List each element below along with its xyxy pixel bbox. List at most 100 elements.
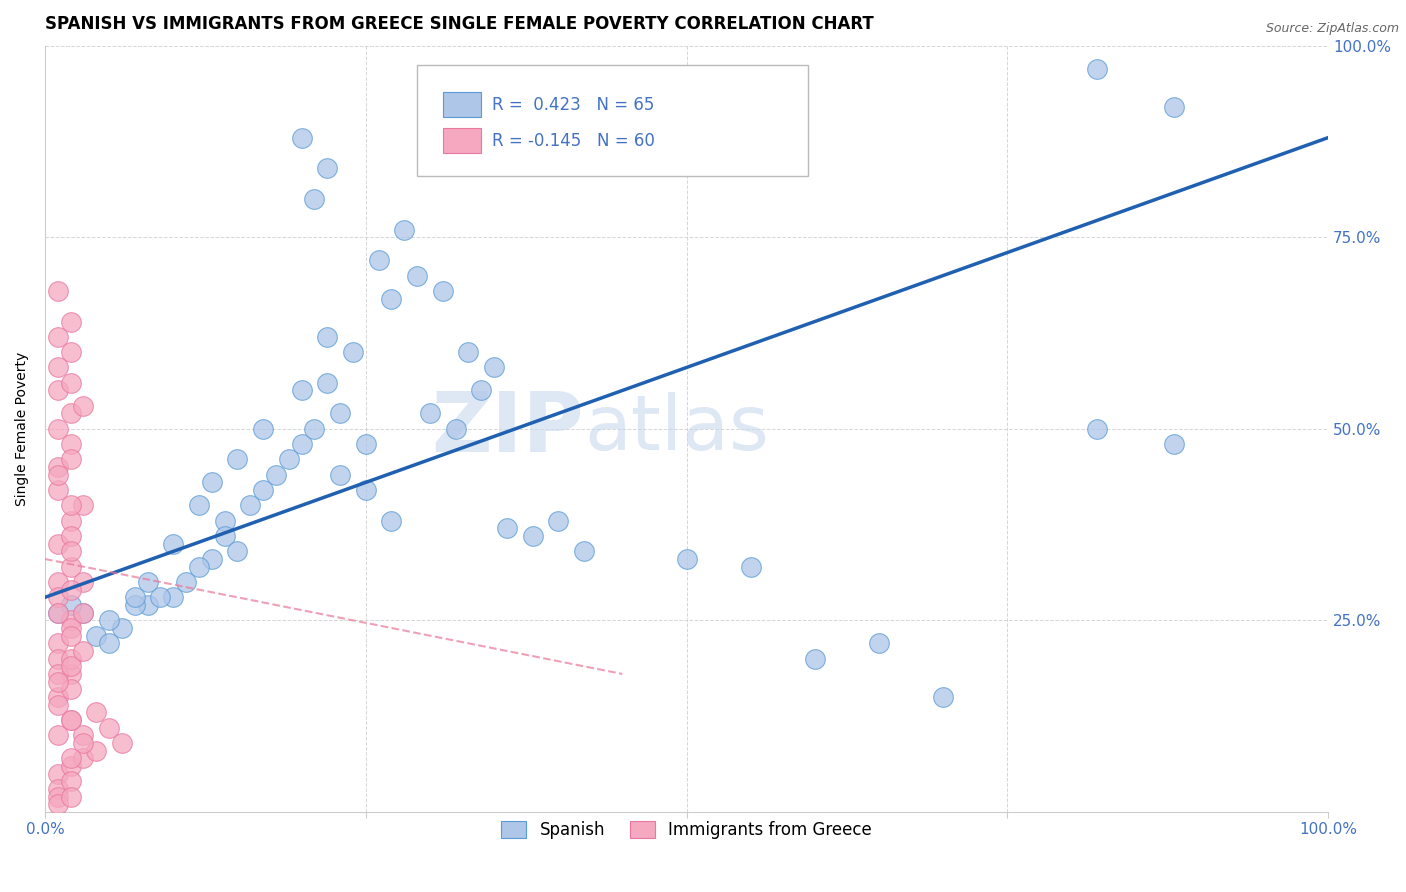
Point	[394, 222, 416, 236]
Point	[214, 529, 236, 543]
Point	[59, 759, 82, 773]
Point	[59, 651, 82, 665]
Point	[46, 330, 69, 344]
Point	[72, 736, 94, 750]
Y-axis label: Single Female Poverty: Single Female Poverty	[15, 351, 30, 506]
Point	[214, 514, 236, 528]
Point	[59, 582, 82, 597]
Point	[46, 606, 69, 620]
Point	[1085, 62, 1108, 76]
Point	[174, 574, 197, 589]
Point	[46, 422, 69, 436]
Point	[59, 751, 82, 765]
Point	[252, 483, 274, 497]
Point	[291, 437, 314, 451]
Point	[72, 399, 94, 413]
Point	[46, 467, 69, 482]
Point	[522, 529, 544, 543]
Point	[59, 314, 82, 328]
FancyBboxPatch shape	[443, 93, 481, 117]
Point	[59, 437, 82, 451]
Point	[291, 130, 314, 145]
Point	[46, 606, 69, 620]
Point	[162, 537, 184, 551]
Point	[496, 521, 519, 535]
Point	[1163, 100, 1185, 114]
Point	[46, 698, 69, 712]
Point	[457, 345, 479, 359]
Point	[59, 529, 82, 543]
Point	[572, 544, 595, 558]
Point	[342, 345, 364, 359]
Point	[547, 514, 569, 528]
Point	[59, 559, 82, 574]
Point	[367, 253, 389, 268]
Point	[46, 728, 69, 742]
Point	[932, 690, 955, 704]
Point	[46, 674, 69, 689]
Point	[354, 437, 377, 451]
Point	[98, 721, 121, 735]
Point	[98, 636, 121, 650]
Point	[59, 621, 82, 635]
Text: R = -0.145   N = 60: R = -0.145 N = 60	[492, 132, 654, 150]
Point	[59, 499, 82, 513]
Point	[59, 514, 82, 528]
Point	[84, 743, 107, 757]
Point	[675, 552, 697, 566]
Point	[46, 797, 69, 812]
Point	[72, 574, 94, 589]
Point	[72, 606, 94, 620]
Point	[162, 591, 184, 605]
Point	[252, 422, 274, 436]
Point	[98, 613, 121, 627]
Point	[149, 591, 172, 605]
Point	[72, 728, 94, 742]
Point	[72, 644, 94, 658]
Point	[1163, 437, 1185, 451]
Point	[59, 789, 82, 804]
Text: R =  0.423   N = 65: R = 0.423 N = 65	[492, 95, 654, 113]
Point	[46, 384, 69, 398]
Point	[59, 629, 82, 643]
Legend: Spanish, Immigrants from Greece: Spanish, Immigrants from Greece	[495, 814, 879, 846]
Point	[226, 544, 249, 558]
Point	[59, 613, 82, 627]
Point	[46, 651, 69, 665]
Point	[304, 192, 326, 206]
Point	[380, 292, 402, 306]
Point	[46, 636, 69, 650]
Point	[46, 766, 69, 780]
Point	[419, 407, 441, 421]
FancyBboxPatch shape	[418, 65, 808, 176]
Point	[84, 706, 107, 720]
Point	[111, 621, 134, 635]
Point	[201, 475, 224, 490]
Point	[444, 422, 467, 436]
Point	[46, 789, 69, 804]
Point	[740, 559, 762, 574]
Point	[432, 284, 454, 298]
Point	[59, 345, 82, 359]
Point	[1085, 422, 1108, 436]
Point	[188, 559, 211, 574]
Point	[59, 774, 82, 789]
Point	[804, 651, 827, 665]
Point	[329, 467, 352, 482]
Text: atlas: atlas	[583, 392, 769, 466]
Point	[329, 407, 352, 421]
Point	[264, 467, 287, 482]
Point	[46, 690, 69, 704]
FancyBboxPatch shape	[443, 128, 481, 153]
Point	[46, 284, 69, 298]
Point	[59, 682, 82, 697]
Point	[46, 483, 69, 497]
Point	[380, 514, 402, 528]
Point	[46, 360, 69, 375]
Point	[316, 376, 339, 390]
Text: SPANISH VS IMMIGRANTS FROM GREECE SINGLE FEMALE POVERTY CORRELATION CHART: SPANISH VS IMMIGRANTS FROM GREECE SINGLE…	[45, 15, 873, 33]
Point	[59, 659, 82, 673]
Point	[406, 268, 429, 283]
Point	[316, 161, 339, 176]
Point	[239, 499, 262, 513]
